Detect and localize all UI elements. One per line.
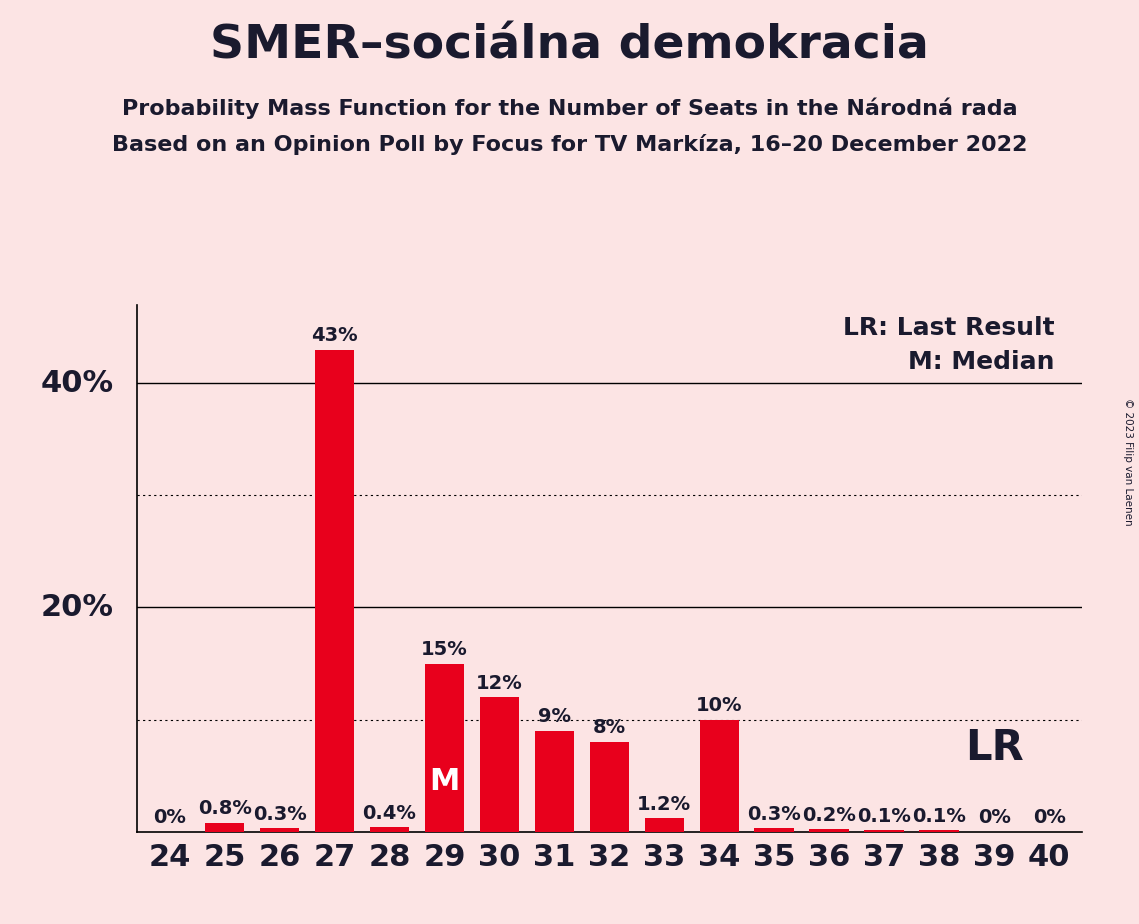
Text: SMER–sociálna demokracia: SMER–sociálna demokracia xyxy=(210,23,929,68)
Text: 0.4%: 0.4% xyxy=(362,804,417,822)
Text: 9%: 9% xyxy=(538,707,571,726)
Text: LR: LR xyxy=(965,726,1024,769)
Bar xyxy=(810,830,849,832)
Text: 1.2%: 1.2% xyxy=(637,795,691,814)
Text: LR: Last Result: LR: Last Result xyxy=(843,316,1055,340)
Text: 0.1%: 0.1% xyxy=(858,807,911,826)
Text: 15%: 15% xyxy=(421,640,468,659)
Text: M: Median: M: Median xyxy=(908,350,1055,373)
Text: M: M xyxy=(429,767,460,796)
Text: © 2023 Filip van Laenen: © 2023 Filip van Laenen xyxy=(1123,398,1133,526)
Text: 20%: 20% xyxy=(41,593,114,622)
Text: 43%: 43% xyxy=(311,326,358,346)
Text: 0.8%: 0.8% xyxy=(198,799,252,818)
Text: Based on an Opinion Poll by Focus for TV Markíza, 16–20 December 2022: Based on an Opinion Poll by Focus for TV… xyxy=(112,134,1027,155)
Bar xyxy=(699,720,739,832)
Text: 0.2%: 0.2% xyxy=(802,806,857,825)
Text: 0%: 0% xyxy=(154,808,186,827)
Text: 8%: 8% xyxy=(592,719,626,737)
Text: 0%: 0% xyxy=(1033,808,1065,827)
Text: 0.1%: 0.1% xyxy=(912,807,966,826)
Bar xyxy=(919,831,959,832)
Bar xyxy=(754,828,794,832)
Bar xyxy=(205,822,245,832)
Bar xyxy=(590,742,629,832)
Bar xyxy=(480,697,519,832)
Text: 0.3%: 0.3% xyxy=(747,805,801,824)
Bar xyxy=(314,350,354,832)
Bar xyxy=(260,828,300,832)
Bar xyxy=(645,818,685,832)
Text: 0.3%: 0.3% xyxy=(253,805,306,824)
Text: 0%: 0% xyxy=(977,808,1010,827)
Text: Probability Mass Function for the Number of Seats in the Národná rada: Probability Mass Function for the Number… xyxy=(122,97,1017,118)
Bar xyxy=(534,731,574,832)
Bar xyxy=(370,827,409,832)
Bar xyxy=(865,831,904,832)
Bar xyxy=(425,663,465,832)
Text: 10%: 10% xyxy=(696,696,743,715)
Text: 40%: 40% xyxy=(41,369,114,398)
Text: 12%: 12% xyxy=(476,674,523,693)
